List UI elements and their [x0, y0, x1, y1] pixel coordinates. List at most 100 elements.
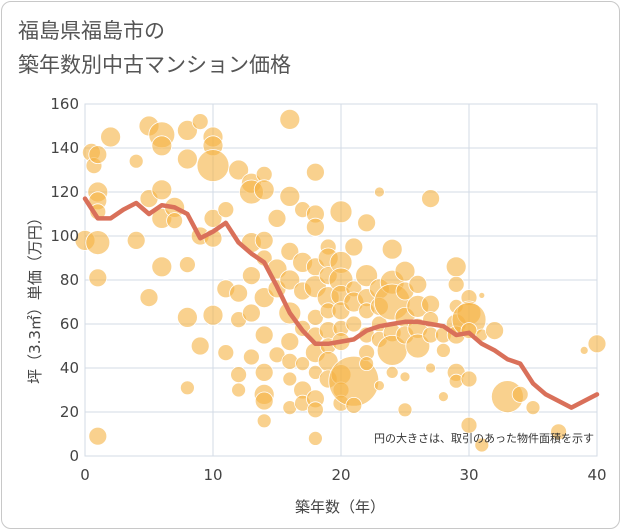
bubble-point: [241, 266, 261, 286]
trend-line-layer: [82, 196, 600, 410]
bubble-point: [579, 345, 589, 355]
bubble-point: [305, 217, 325, 237]
y-axis-title: 坪（3.3㎡）単価（万円）: [26, 210, 44, 384]
bubble-point: [178, 256, 196, 274]
bubble-point: [279, 269, 301, 291]
bubble-point: [128, 153, 144, 169]
bubble-point: [88, 145, 108, 165]
bubble-point: [202, 304, 224, 326]
bubble-point: [344, 237, 364, 257]
bubble-point: [399, 371, 411, 383]
y-tick-label: 80: [60, 271, 79, 289]
bubble-size-note: 円の大きさは、取引のあった物件面積を示す: [374, 431, 594, 445]
bubble-point: [485, 321, 505, 341]
bubble-point: [478, 291, 486, 299]
bubble-point: [85, 230, 111, 256]
bubble-point: [437, 391, 449, 403]
bubble-point: [355, 264, 379, 288]
bubble-point: [447, 275, 465, 293]
bubble-point: [385, 365, 399, 379]
bubble-point: [295, 356, 311, 372]
bubble-point: [176, 306, 198, 328]
bubble-point: [359, 356, 375, 372]
bubble-point: [100, 126, 121, 148]
bubble-point: [397, 402, 413, 418]
bubble-point: [254, 362, 274, 382]
bubble-point: [228, 159, 250, 181]
bubble-point: [408, 274, 428, 294]
bubble-point: [88, 426, 108, 446]
bubble-point: [345, 315, 363, 333]
y-tick-label: 120: [50, 183, 79, 201]
bubble-point: [254, 230, 274, 250]
bubble-point: [279, 185, 301, 207]
bubble-point: [305, 162, 325, 182]
bubble-point: [196, 149, 230, 183]
chart-title: 福島県福島市の 築年数別中古マンション価格: [18, 14, 291, 82]
bubble-point: [217, 344, 235, 362]
bubble-point: [357, 213, 377, 233]
chart-title-line-2: 築年数別中古マンション価格: [18, 53, 291, 77]
bubble-point: [254, 325, 274, 345]
bubble-point: [139, 288, 159, 308]
bubble-point: [405, 333, 431, 359]
bubble-point: [511, 385, 529, 403]
y-tick-label: 160: [50, 95, 79, 113]
bubble-point: [587, 334, 607, 354]
y-tick-label: 20: [60, 403, 79, 421]
bubble-point: [445, 256, 467, 278]
bubble-point: [203, 208, 223, 228]
bubble-point: [126, 230, 146, 250]
bubble-point: [425, 362, 437, 374]
y-tick-label: 140: [50, 139, 79, 157]
x-tick-label: 30: [459, 466, 478, 484]
bubble-point: [151, 179, 173, 201]
bubble-point: [231, 382, 247, 398]
average-price-line: [82, 196, 600, 410]
bubble-point: [280, 241, 300, 261]
bubble-point: [151, 135, 173, 157]
bubble-point: [281, 352, 299, 370]
y-tick-label: 60: [60, 315, 79, 333]
x-tick-label: 20: [331, 466, 350, 484]
bubble-point: [179, 380, 195, 396]
x-axis-title: 築年数（年）: [295, 498, 385, 516]
bubble-point: [176, 119, 198, 141]
bubble-point: [306, 401, 324, 419]
bubble-point: [373, 380, 385, 392]
bubble-point: [241, 303, 261, 323]
x-tick-label: 10: [203, 466, 222, 484]
bubble-point: [460, 370, 478, 388]
bubble-point: [550, 423, 567, 441]
bubble-point: [253, 179, 275, 201]
tick-labels: 0 20 40 60 80 100 120 140 160 0 10 20 30 40: [50, 95, 606, 484]
bubble-point: [329, 200, 353, 224]
bubble-point: [88, 268, 108, 288]
x-tick-label: 0: [80, 466, 90, 484]
bubble-point: [176, 148, 198, 170]
bubble-point: [394, 260, 416, 282]
chart-title-line-1: 福島県福島市の: [18, 19, 165, 43]
bubble-point: [421, 294, 441, 314]
bubble-point: [525, 400, 541, 416]
bubble-point: [460, 416, 478, 434]
bubble-point: [279, 109, 301, 130]
bubble-point: [345, 396, 363, 414]
bubble-point: [280, 332, 300, 352]
bubble-point: [190, 336, 210, 356]
y-tick-label: 0: [69, 447, 79, 465]
bubble-point: [217, 201, 235, 219]
x-tick-label: 40: [587, 466, 606, 484]
y-tick-label: 100: [50, 227, 79, 245]
bubble-point: [254, 391, 274, 411]
bubble-point: [267, 208, 287, 228]
bubble-point: [256, 413, 272, 429]
bubble-point: [435, 342, 451, 358]
bubble-point: [307, 430, 323, 446]
bubble-point: [282, 371, 298, 387]
y-tick-label: 40: [60, 359, 79, 377]
bubble-point: [191, 113, 209, 130]
bubble-point: [421, 189, 441, 209]
bubble-point: [381, 238, 403, 260]
